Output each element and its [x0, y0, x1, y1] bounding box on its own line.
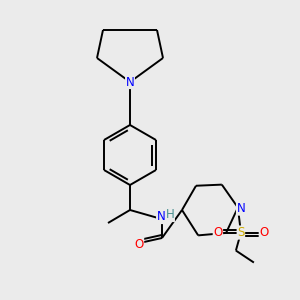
Text: N: N — [126, 76, 134, 88]
Text: N: N — [236, 202, 245, 215]
Text: H: H — [166, 208, 174, 221]
Text: S: S — [237, 226, 244, 239]
Text: O: O — [134, 238, 144, 250]
Text: O: O — [259, 226, 268, 239]
Text: N: N — [157, 211, 165, 224]
Text: O: O — [213, 226, 223, 239]
